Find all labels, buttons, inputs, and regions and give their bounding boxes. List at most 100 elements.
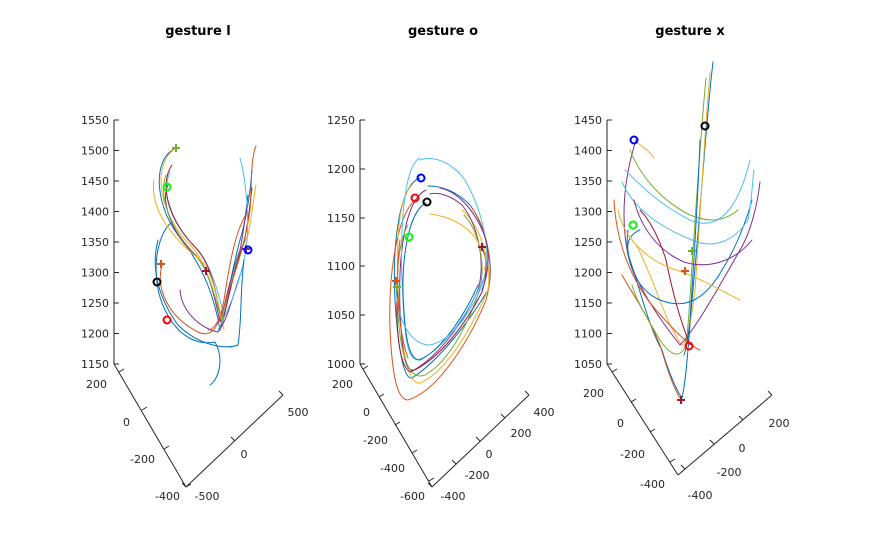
z-tick: 1150	[327, 212, 365, 225]
svg-text:200: 200	[332, 378, 353, 391]
start-marker	[681, 267, 689, 275]
trajectory-line	[159, 214, 247, 335]
start-marker	[478, 243, 486, 251]
z-tick: 1400	[81, 206, 119, 219]
svg-text:1450: 1450	[81, 175, 109, 188]
z-tick: 1250	[81, 297, 119, 310]
svg-text:1200: 1200	[574, 267, 602, 280]
trajectory-line	[617, 209, 741, 301]
trajectory-line	[399, 189, 482, 371]
svg-text:-400: -400	[155, 490, 180, 503]
svg-text:0: 0	[241, 448, 248, 461]
svg-text:1350: 1350	[574, 175, 602, 188]
z-tick: 1350	[81, 236, 119, 249]
start-marker	[172, 144, 180, 152]
trajectory-line	[401, 157, 488, 361]
x-axis	[606, 363, 679, 476]
trajectory-line	[389, 199, 491, 401]
z-tick: 1500	[81, 145, 119, 158]
chart-title: gesture o	[408, 24, 478, 39]
svg-text:1150: 1150	[327, 212, 355, 225]
svg-text:1550: 1550	[81, 114, 109, 127]
trajectory-line	[631, 77, 707, 355]
trajectory-line	[429, 213, 487, 271]
z-ticks: 1050 1100 1150 1200 1250 1300 1350 1400 …	[574, 114, 612, 371]
z-tick: 1400	[574, 145, 612, 158]
x-tick: 200	[583, 368, 618, 400]
z-tick: 1050	[574, 358, 612, 371]
end-marker	[416, 173, 426, 183]
svg-text:200: 200	[86, 378, 107, 391]
z-tick: 1300	[574, 206, 612, 219]
end-marker	[162, 182, 172, 192]
z-tick: 1250	[574, 236, 612, 249]
svg-text:-200: -200	[130, 453, 155, 466]
y-tick: -400	[427, 482, 466, 503]
z-tick: 1200	[574, 267, 612, 280]
subplot-gesture-x: gesture x 1050 1100 1150 1200 1250 1300 …	[574, 24, 790, 502]
trajectory-line	[633, 199, 753, 266]
y-tick: -200	[709, 439, 741, 479]
end-marker	[410, 193, 420, 203]
chart-title: gesture l	[165, 24, 231, 39]
x-ticks: 200 0 -200 -400 -600	[332, 365, 435, 503]
svg-text:1200: 1200	[327, 163, 355, 176]
y-tick: -200	[451, 459, 489, 482]
y-tick: 0	[739, 415, 746, 455]
end-marker	[684, 341, 694, 351]
z-tick: 1200	[327, 163, 365, 176]
svg-text:1500: 1500	[81, 145, 109, 158]
start-marker	[393, 283, 401, 291]
markers	[628, 121, 710, 404]
plot-lines	[389, 157, 491, 401]
y-tick: -500	[181, 482, 219, 503]
x-tick: -400	[640, 458, 676, 491]
end-marker	[243, 245, 253, 255]
z-tick: 1550	[81, 114, 119, 127]
y-tick: 0	[230, 436, 248, 461]
svg-text:1300: 1300	[81, 267, 109, 280]
x-tick: -600	[400, 477, 435, 503]
x-tick: 200	[332, 365, 369, 391]
z-tick: 1100	[574, 328, 612, 341]
trajectory-line	[158, 147, 253, 331]
z-tick: 1200	[81, 328, 119, 341]
z-tick: 1450	[574, 114, 612, 127]
subplot-gesture-l: gesture l 1150 1200 1250 1300 1350 1400 …	[81, 24, 309, 503]
svg-text:1150: 1150	[574, 297, 602, 310]
plot-lines	[152, 145, 257, 386]
svg-text:-400: -400	[441, 490, 466, 503]
svg-text:1050: 1050	[327, 309, 355, 322]
trajectory-line	[635, 71, 711, 346]
y-ticks: -400 -200 0 200 400	[427, 390, 555, 503]
start-marker	[202, 267, 210, 275]
trajectory-line	[395, 279, 485, 346]
trajectory-line	[621, 169, 755, 245]
z-tick: 1100	[327, 260, 365, 273]
x-tick: 0	[363, 393, 385, 419]
svg-text:-200: -200	[620, 448, 645, 461]
end-marker	[162, 315, 172, 325]
svg-text:-400: -400	[380, 462, 405, 475]
x-tick: 0	[123, 406, 148, 429]
chart-title: gesture x	[655, 24, 725, 39]
z-tick: 1150	[574, 297, 612, 310]
y-axis	[677, 394, 773, 476]
y-tick: 500	[278, 390, 309, 419]
x-tick: -200	[130, 445, 170, 466]
trajectory-line	[624, 159, 751, 224]
svg-text:-400: -400	[640, 478, 665, 491]
svg-text:1000: 1000	[327, 358, 355, 371]
trajectory-line	[639, 209, 691, 346]
end-marker	[404, 232, 414, 242]
svg-text:1100: 1100	[574, 328, 602, 341]
svg-text:200: 200	[583, 387, 604, 400]
y-tick: 400	[524, 390, 555, 419]
trajectory-line	[165, 184, 249, 323]
z-tick: 1350	[574, 175, 612, 188]
z-ticks: 1150 1200 1250 1300 1350 1400 1450 1500 …	[81, 114, 119, 371]
trajectory-line	[621, 274, 681, 399]
x-axis	[359, 363, 433, 488]
trajectory-line	[397, 239, 409, 359]
svg-text:400: 400	[534, 406, 555, 419]
